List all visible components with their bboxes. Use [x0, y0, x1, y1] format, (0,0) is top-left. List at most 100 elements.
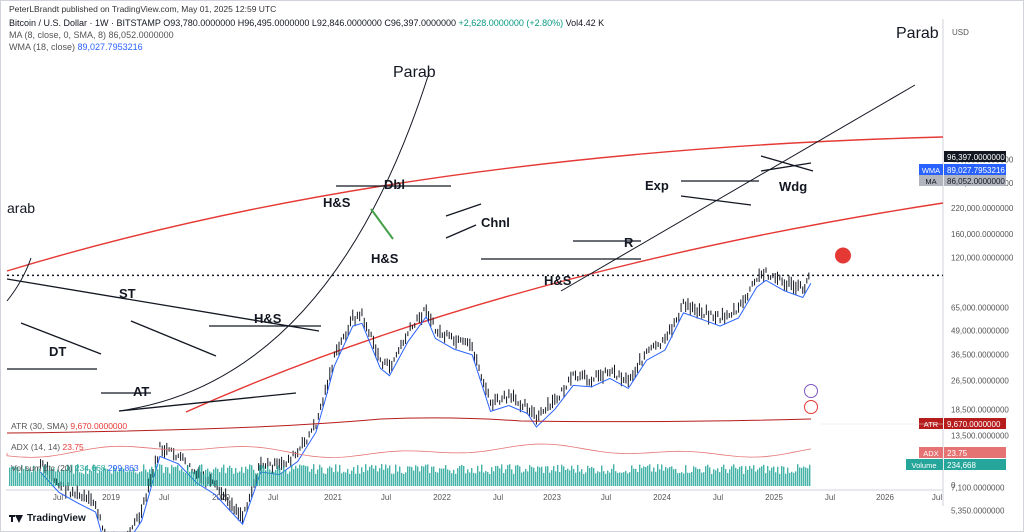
volume-bar: [189, 471, 191, 486]
volume-bar: [299, 464, 301, 486]
volume-bar: [107, 469, 109, 486]
volume-bar: [393, 473, 395, 486]
volume-bar: [341, 473, 343, 486]
volume-bar: [659, 469, 661, 486]
volume-bar: [775, 472, 777, 486]
volume-bar: [649, 464, 651, 486]
volume-bar: [131, 471, 133, 486]
volume-bar: [151, 466, 153, 486]
volume-bar: [337, 471, 339, 486]
price-tick-label: 13,500.0000000: [951, 431, 1009, 440]
volume-bar: [367, 470, 369, 486]
flag-icon[interactable]: [804, 400, 818, 414]
volume-bar: [721, 466, 723, 486]
volume-bar: [147, 472, 149, 486]
volume-bar: [259, 464, 261, 486]
pattern-label: Parab: [896, 25, 939, 42]
volume-bar: [669, 467, 671, 486]
target-point: [835, 247, 851, 264]
volume-bar: [421, 465, 423, 486]
atr-tag: ATR 9,670.0000000: [919, 418, 1006, 429]
volume-bar: [633, 468, 635, 486]
price-tick-label: 120,000.0000000: [951, 254, 1014, 263]
axis-tag-name-bg: [919, 175, 943, 186]
volume-bar: [555, 471, 557, 486]
volume-bar: [369, 466, 371, 486]
volume-bar: [267, 466, 269, 486]
volume-bar: [489, 473, 491, 486]
volume-bar: [35, 471, 37, 486]
volume-bar: [205, 469, 207, 486]
time-tick-label: Jul: [932, 493, 942, 502]
volume-bar: [17, 467, 19, 486]
volume-bar: [317, 469, 319, 486]
volume-bar: [269, 469, 271, 486]
axis-tag-name-bg: [919, 164, 943, 175]
volume-bar: [327, 468, 329, 486]
volume-bar: [43, 466, 45, 486]
volume-bar: [389, 465, 391, 486]
volume-bar: [203, 473, 205, 486]
price-tick-label: 36,500.0000000: [951, 350, 1009, 359]
volume-bar: [275, 469, 277, 486]
volume-bar: [413, 470, 415, 486]
volume-bar: [615, 471, 617, 486]
volume-bar: [801, 467, 803, 486]
volume-bar: [699, 468, 701, 486]
volume-bar: [651, 471, 653, 486]
volume-bar: [663, 470, 665, 486]
volume-bar: [397, 471, 399, 486]
volume-bar: [709, 467, 711, 486]
volume-bar: [309, 471, 311, 486]
volume-bar: [423, 466, 425, 486]
chnl-lower-line: [445, 224, 477, 239]
volume-bar: [401, 472, 403, 486]
volume-bar: [381, 464, 383, 486]
volume-bar: [603, 471, 605, 486]
volume-bar: [771, 467, 773, 486]
volume-bar: [533, 467, 535, 486]
volume-bar: [495, 465, 497, 486]
volume-bar: [467, 469, 469, 486]
volume-bar: [335, 464, 337, 486]
volume-bar: [353, 467, 355, 486]
volume-bar: [507, 465, 509, 486]
volume-bar: [123, 468, 125, 486]
ma-legend: MA (8, close, 0, SMA, 8) 86,052.0000000: [9, 30, 174, 40]
volume-bar: [311, 468, 313, 486]
volume-bar: [143, 464, 145, 486]
volume-bar: [199, 464, 201, 486]
change-value: +2,628.0000000 (+2.80%): [458, 18, 564, 28]
volume-bar: [757, 469, 759, 486]
volume-bar: [105, 468, 107, 486]
time-tick-label: 2021: [324, 493, 342, 502]
volume-bar: [703, 472, 705, 486]
price-tick-label: 49,000.0000000: [951, 326, 1009, 335]
volume-bar: [787, 467, 789, 486]
price-tick-label: 26,500.0000000: [951, 376, 1009, 385]
volume-bar: [705, 466, 707, 486]
volume-bar: [281, 472, 283, 486]
time-tick-label: 2026: [876, 493, 894, 502]
volume-bar: [753, 465, 755, 486]
volume-bar: [631, 465, 633, 486]
volume-bar: [657, 464, 659, 486]
volume-bar: [581, 469, 583, 486]
volume-bar: [119, 468, 121, 486]
volume-bar: [29, 468, 31, 486]
volume-bar: [697, 469, 699, 486]
volume-bar: [277, 465, 279, 486]
volume-bar: [539, 467, 541, 486]
volume-bar: [505, 469, 507, 486]
volume-bar: [65, 469, 67, 486]
volume-bar: [741, 466, 743, 486]
volume-bar: [729, 469, 731, 486]
volume-bar: [103, 467, 105, 486]
lightning-icon[interactable]: [804, 384, 818, 398]
volume-bar: [613, 464, 615, 486]
volume-bar: [13, 466, 15, 486]
pattern-label: AT: [133, 384, 149, 399]
time-tick-label: Jul: [268, 493, 278, 502]
volume-bar: [793, 472, 795, 486]
